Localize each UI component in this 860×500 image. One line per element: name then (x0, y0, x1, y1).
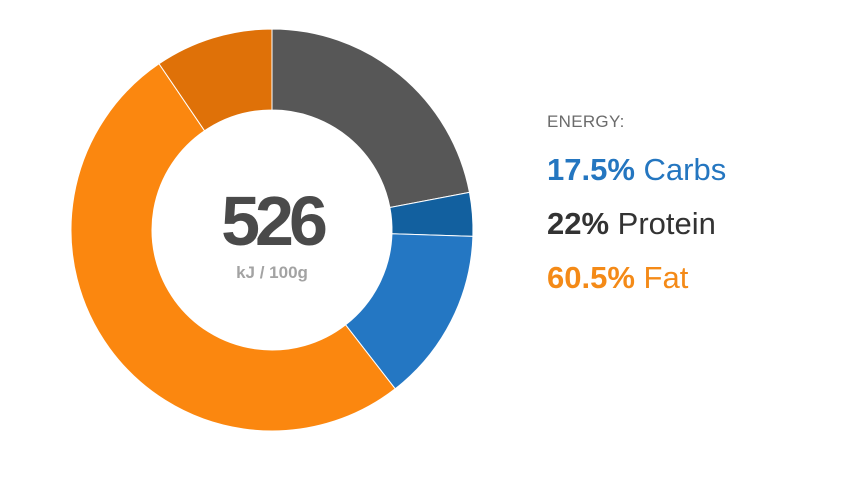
fat-percent: 60.5% (547, 260, 635, 295)
protein-label: Protein (617, 206, 716, 241)
carbs-percent: 17.5% (547, 152, 635, 187)
legend-item-protein: 22% Protein (547, 206, 847, 242)
donut-slices (70, 28, 474, 432)
legend-item-fat: 60.5% Fat (547, 260, 847, 296)
fat-label: Fat (643, 260, 689, 295)
protein-percent: 22% (547, 206, 610, 241)
donut-slice-4 (158, 28, 273, 132)
donut-slice-3 (70, 63, 396, 432)
donut-slice-0 (271, 28, 471, 209)
legend-title: ENERGY: (547, 112, 625, 131)
energy-value: 526 (221, 182, 326, 260)
legend-item-carbs: 17.5% Carbs (547, 152, 847, 188)
energy-legend: ENERGY: 17.5% Carbs 22% Protein 60.5% Fa… (547, 112, 847, 314)
energy-unit: kJ / 100g (236, 263, 308, 282)
carbs-label: Carbs (643, 152, 727, 187)
